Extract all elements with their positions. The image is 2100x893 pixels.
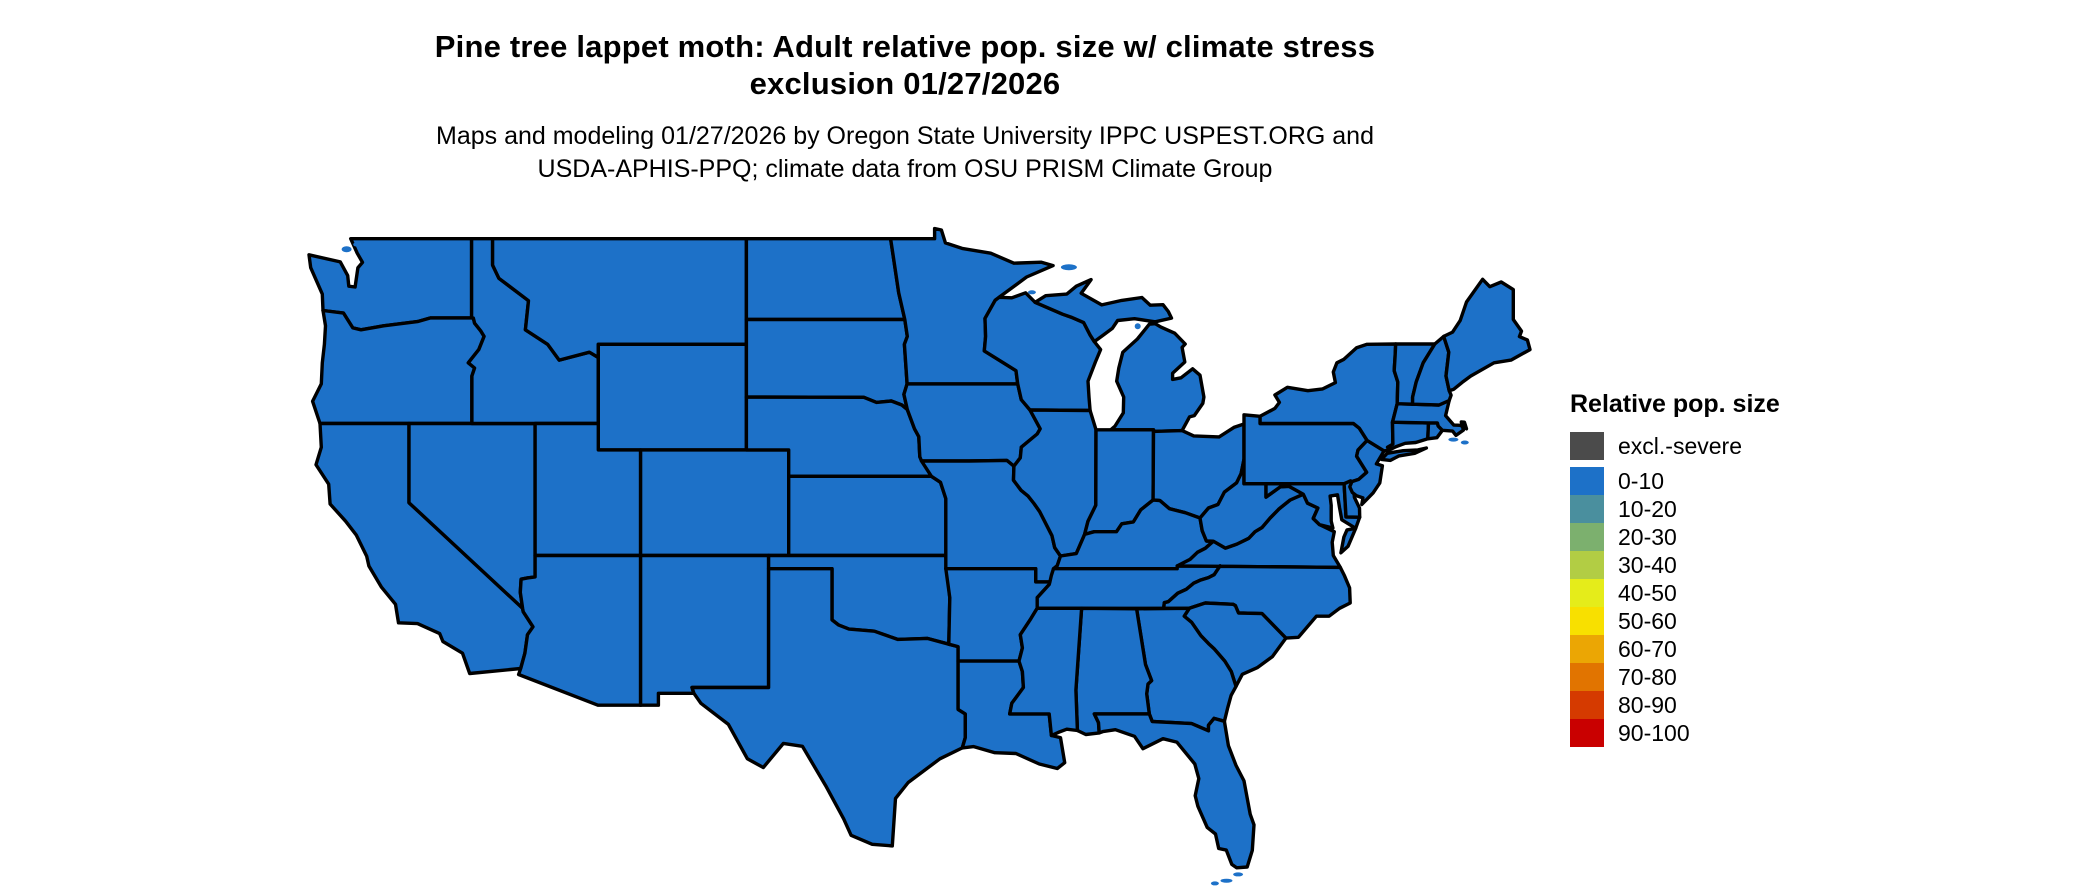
legend-swatch xyxy=(1570,523,1604,551)
legend-item-label: excl.-severe xyxy=(1618,432,1742,459)
state-OR xyxy=(310,308,486,426)
legend-item-label: 90-100 xyxy=(1618,719,1690,746)
legend-item-label: 0-10 xyxy=(1618,467,1665,494)
legend-swatch xyxy=(1570,467,1604,495)
legend-swatch xyxy=(1570,551,1604,579)
island-speck xyxy=(1233,872,1244,877)
legend-swatch xyxy=(1570,607,1604,635)
legend-item: 0-10 xyxy=(1570,467,1900,495)
legend-item-label: 40-50 xyxy=(1618,579,1677,606)
state-AZ xyxy=(516,553,643,707)
legend-swatch xyxy=(1570,719,1604,747)
legend-item: excl.-severe xyxy=(1570,432,1900,460)
map-legend: Relative pop. size excl.-severe 0-10 10-20… xyxy=(1570,390,1900,747)
state-TX xyxy=(690,567,967,848)
state-NM xyxy=(638,553,771,707)
state-WI xyxy=(982,291,1103,413)
state-WY xyxy=(596,342,749,452)
legend-item-label: 80-90 xyxy=(1618,691,1677,718)
page-title-line1: Pine tree lappet moth: Adult relative po… xyxy=(434,29,1376,64)
legend-item: 20-30 xyxy=(1570,523,1900,551)
island-speck xyxy=(1134,323,1141,330)
island-speck xyxy=(1060,264,1077,271)
legend-item: 40-50 xyxy=(1570,579,1900,607)
state-NJ xyxy=(1348,438,1386,507)
legend-swatch xyxy=(1570,635,1604,663)
page-subtitle-line2: USDA-APHIS-PPQ; climate data from OSU PR… xyxy=(537,155,1273,183)
state-CT xyxy=(1385,420,1431,452)
legend-item: 60-70 xyxy=(1570,635,1900,663)
island-speck xyxy=(1220,878,1233,883)
page-subtitle: Maps and modeling 01/27/2026 by Oregon S… xyxy=(0,120,1810,186)
state-FL xyxy=(1092,712,1256,870)
island-speck xyxy=(341,246,352,253)
page-title-line2: exclusion 01/27/2026 xyxy=(749,66,1061,101)
state-MS xyxy=(1008,606,1084,738)
island-speck xyxy=(1460,440,1469,445)
legend-item: 30-40 xyxy=(1570,551,1900,579)
legend-swatch xyxy=(1570,432,1604,460)
state-ND xyxy=(744,237,907,322)
us-map-container xyxy=(298,226,1535,888)
legend-swatch xyxy=(1570,663,1604,691)
legend-item-label: 60-70 xyxy=(1618,635,1677,662)
legend-item: 70-80 xyxy=(1570,663,1900,691)
page-title: Pine tree lappet moth: Adult relative po… xyxy=(0,28,1810,102)
island-speck xyxy=(1210,881,1219,886)
legend-swatch xyxy=(1570,691,1604,719)
legend-item-label: 10-20 xyxy=(1618,495,1677,522)
legend-rows: excl.-severe 0-10 10-20 20-30 30-40 40-50 50-6… xyxy=(1570,432,1900,747)
legend-swatch xyxy=(1570,495,1604,523)
island-speck xyxy=(1448,437,1459,442)
legend-item-label: 30-40 xyxy=(1618,551,1677,578)
island-speck xyxy=(1027,290,1036,295)
state-MI xyxy=(1033,277,1206,434)
us-map xyxy=(307,226,1532,886)
page-subtitle-line1: Maps and modeling 01/27/2026 by Oregon S… xyxy=(436,122,1374,150)
legend-item: 50-60 xyxy=(1570,607,1900,635)
legend-item-label: 50-60 xyxy=(1618,607,1677,634)
legend-item-label: 20-30 xyxy=(1618,523,1677,550)
legend-item: 10-20 xyxy=(1570,495,1900,523)
state-CO xyxy=(638,448,791,558)
legend-title: Relative pop. size xyxy=(1570,390,1780,418)
legend-swatch xyxy=(1570,579,1604,607)
legend-item-label: 70-80 xyxy=(1618,663,1677,690)
state-KS xyxy=(787,474,948,558)
state-MD xyxy=(1264,482,1362,530)
legend-item: 80-90 xyxy=(1570,691,1900,719)
legend-item: 90-100 xyxy=(1570,719,1900,747)
island-speck xyxy=(353,242,360,247)
state-ME xyxy=(1442,277,1532,393)
